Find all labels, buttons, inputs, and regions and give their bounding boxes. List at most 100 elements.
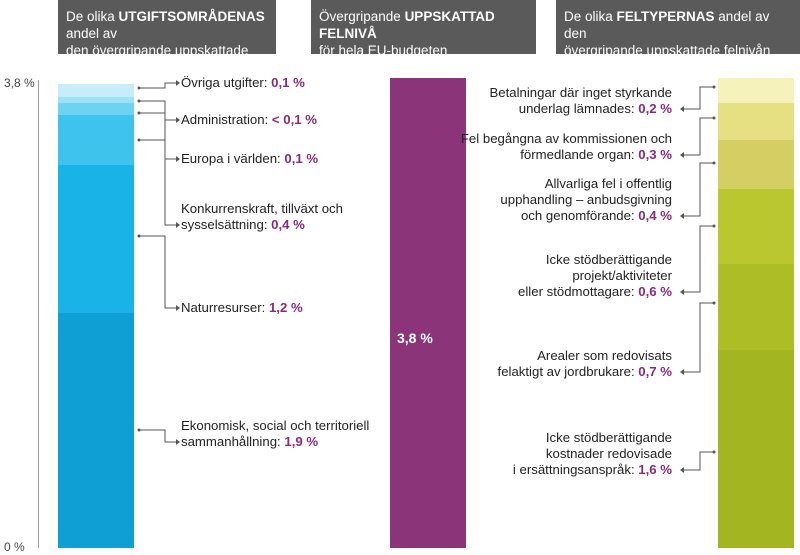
right-arrow-3: [680, 213, 684, 219]
bar-0-segment-1: [58, 164, 134, 313]
left-label-1-value: 1,2 %: [265, 300, 303, 315]
header-left-post: andel av: [66, 26, 118, 41]
left-dot-3: [137, 111, 141, 115]
right-label-5-value: 0,2 %: [634, 101, 672, 116]
right-connector-5: [684, 86, 714, 110]
left-dot-0: [137, 428, 141, 432]
header-right: De olika FELTYPERNAS andel av den övergr…: [556, 0, 800, 58]
left-label-5-line-0: Övriga utgifter:: [181, 75, 268, 90]
right-label-2-value: 0,6 %: [634, 284, 672, 299]
left-label-4-line-0: Administration:: [181, 112, 269, 127]
left-label-2-line-0: Konkurrenskraft, tillväxt och: [181, 201, 343, 216]
bar-2-segment-0: [718, 350, 794, 548]
left-label-4: Administration: < 0,1 %: [181, 112, 317, 128]
right-dot-2: [712, 224, 716, 228]
header-center-line2: för hela EU-budgeten: [319, 43, 448, 58]
right-label-3-line-2: och genomförande:: [520, 208, 635, 223]
left-label-5: Övriga utgifter: 0,1 %: [181, 75, 305, 91]
left-connector-1: [139, 235, 176, 309]
left-dot-1: [137, 234, 141, 238]
left-label-0-value: 1,9 %: [280, 434, 319, 449]
left-arrow-0: [176, 439, 180, 445]
header-left: De olika UTGIFTSOMRÅDENAS andel av den ö…: [58, 0, 276, 75]
header-right-bold: FELTYPERNAS: [616, 9, 715, 24]
right-arrow-5: [680, 106, 684, 112]
right-arrow-0: [680, 467, 684, 473]
right-label-5-line-0: Betalningar där inget styrkande: [489, 85, 672, 100]
right-dot-4: [712, 116, 716, 120]
bar-0-segment-4: [58, 96, 134, 103]
right-label-3-value: 0,4 %: [634, 208, 672, 223]
left-dot-5: [137, 86, 141, 90]
right-label-5-line-1: underlag lämnades:: [518, 101, 635, 116]
left-label-5-value: 0,1 %: [267, 75, 305, 90]
bar-2-segment-1: [718, 263, 794, 351]
header-center: Övergripande UPPSKATTAD FELNIVÅ för hela…: [311, 0, 536, 58]
right-connector-2: [684, 225, 714, 293]
left-dot-2: [137, 138, 141, 142]
right-label-0: Icke stödberättigande kostnader redovisad…: [513, 430, 672, 478]
left-arrow-1: [176, 305, 180, 311]
left-connector-4: [139, 100, 176, 121]
left-label-4-value: < 0,1 %: [268, 112, 317, 127]
right-arrow-4: [680, 152, 684, 158]
right-label-3: Allvarliga fel i offentlig upphandling – …: [500, 176, 672, 224]
right-label-4-line-1: förmedlande organ:: [520, 147, 635, 162]
bar-0-segment-0: [58, 313, 134, 548]
header-center-bold: UPPSKATTAD FELNIVÅ: [319, 9, 495, 41]
right-label-4-value: 0,3 %: [634, 147, 672, 162]
right-label-1: Arealer som redovisats felaktigt av jordb…: [498, 348, 672, 380]
right-connector-3: [684, 162, 714, 217]
left-label-1-line-0: Naturresurser:: [181, 300, 266, 315]
right-label-3-line-1: upphandling – anbudsgivning: [500, 192, 672, 207]
right-label-0-line-2: i ersättningsanspråk:: [512, 462, 635, 477]
header-right-pre: De olika: [564, 9, 617, 24]
right-label-4-line-0: Fel begångna av kommissionen och: [460, 131, 672, 146]
left-label-2-line-1: sysselsättning:: [181, 217, 268, 232]
bar-0-segment-5: [58, 84, 134, 97]
right-dot-1: [712, 301, 716, 305]
left-connector-5: [139, 82, 176, 89]
bar-0-segment-3: [58, 102, 134, 116]
bar-2-segment-5: [718, 78, 794, 103]
right-label-3-line-0: Allvarliga fel i offentlig: [544, 176, 672, 191]
left-arrow-2: [176, 222, 180, 228]
left-label-3-line-0: Europa i världen:: [181, 151, 281, 166]
header-left-line2: den övergripande uppskattade felnivån: [66, 43, 249, 75]
left-label-2: Konkurrenskraft, tillväxt och sysselsättn…: [181, 201, 343, 233]
y-tick-bottom: 0 %: [4, 540, 25, 554]
left-dot-4: [137, 99, 141, 103]
left-arrow-5: [176, 80, 180, 86]
right-connector-4: [684, 117, 714, 156]
left-label-1: Naturresurser: 1,2 %: [181, 300, 303, 316]
header-right-line2: övergripande uppskattade felnivån: [564, 43, 771, 58]
left-label-3-value: 0,1 %: [280, 151, 319, 166]
left-connector-3: [139, 112, 176, 160]
right-label-2-line-2: eller stödmottagare:: [518, 284, 635, 299]
right-label-0-line-0: Icke stödberättigande: [545, 430, 672, 445]
bar-1-segment-0: [390, 78, 466, 548]
right-dot-0: [712, 450, 716, 454]
right-label-1-value: 0,7 %: [634, 364, 672, 379]
right-label-0-value: 1,6 %: [634, 462, 672, 477]
center-value-label: 3,8 %: [397, 330, 433, 346]
right-dot-3: [712, 161, 716, 165]
y-tick-top: 3,8 %: [4, 76, 35, 90]
left-arrow-3: [176, 156, 180, 162]
right-dot-5: [712, 85, 716, 89]
header-left-bold: UTGIFTSOMRÅDENAS: [118, 9, 265, 24]
right-label-1-line-0: Arealer som redovisats: [537, 348, 672, 363]
left-connector-2: [139, 139, 176, 226]
header-right-post: andel av den: [564, 9, 770, 41]
right-label-0-line-1: kostnader redovisade: [545, 446, 672, 461]
left-label-0-line-1: sammanhållning:: [181, 434, 281, 449]
y-axis-line: [38, 80, 39, 548]
right-label-2-line-1: projekt/aktiviteter: [572, 268, 672, 283]
right-connector-0: [684, 451, 714, 471]
bar-2-segment-3: [718, 139, 794, 190]
right-label-4: Fel begångna av kommissionen och förmedla…: [461, 131, 672, 163]
right-label-2: Icke stödberättigande projekt/aktiviteter…: [518, 252, 672, 300]
right-arrow-1: [680, 369, 684, 375]
header-left-pre: De olika: [66, 9, 119, 24]
header-center-pre: Övergripande: [319, 9, 405, 24]
